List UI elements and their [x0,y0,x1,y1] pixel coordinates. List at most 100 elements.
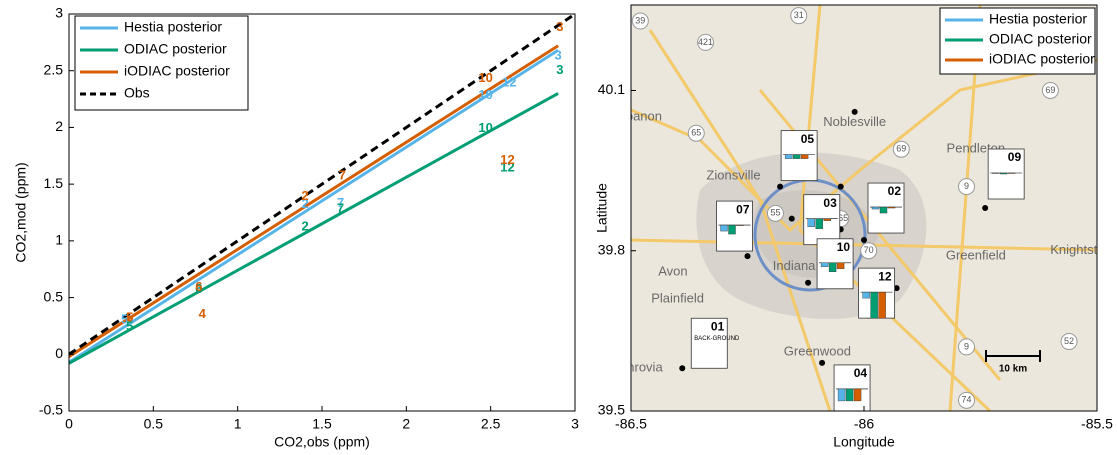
legend-label: Hestia posterior [989,11,1087,27]
station-id: 07 [736,202,750,216]
x-tick-label: -85.5 [1081,416,1113,432]
highway-label: 69 [896,144,906,154]
y-tick-label: 2.5 [44,61,64,77]
inset-bar [991,172,1000,174]
point-label: 3 [555,47,562,62]
highway-shield [631,12,649,30]
y-tick-label: 39.5 [598,402,625,418]
point-label: 10 [478,87,492,102]
highway-shield [860,242,878,260]
place-label: Zionsville [706,167,760,182]
station-dot [861,237,867,244]
inset-bar [837,388,846,402]
x-tick-label: 1 [234,416,242,432]
inset-bar [800,154,809,159]
station-id: 01 [711,319,725,333]
series-line [68,92,559,365]
y-axis-label: CO2,mod (ppm) [13,162,29,262]
inset-bar [878,291,886,319]
series-line [68,49,559,364]
point-label: 6 [195,281,202,296]
inset-bar [853,388,862,402]
station-id: 12 [878,269,892,283]
inset-bar [1007,172,1016,174]
station-id: 10 [837,240,851,254]
inset-bar [792,154,801,159]
highway-label: 465 [833,213,848,223]
inset-bar [815,218,823,229]
x-axis-label: CO2,obs (ppm) [274,434,370,450]
y-tick-label: 0 [55,345,63,361]
map-layer: 39 421 31 65 69 69 465 70 9 9 52 74 55 ebanon Noblesvi… [619,7,1097,411]
legend-label: Obs [124,85,150,101]
highway-shield [958,338,976,356]
point-label: 7 [337,195,344,210]
inset-bar [999,172,1008,175]
inset-bar [871,206,880,210]
highway-shield [687,124,705,142]
point-label: 6 [195,281,202,296]
site-dot [851,108,858,115]
inset-bar [720,224,728,232]
highway-shield [958,391,976,409]
station-id: 09 [1008,150,1022,164]
highway-label: 70 [864,245,874,255]
y-tick-label: 3 [55,5,63,21]
inset-bar [879,206,888,214]
inset-bar [728,224,736,235]
station-inset [690,317,728,369]
series-line [68,12,576,356]
y-tick-label: 40.1 [598,81,625,97]
legend-label: Hestia posterior [124,19,222,35]
station-dot [679,365,686,372]
station-id: 02 [888,184,902,198]
place-label: ebanon [619,109,662,124]
plot-frame [68,13,576,412]
station-id: 03 [823,196,837,210]
series-line [68,44,559,358]
point-label: 12 [502,75,516,90]
station-id: 05 [801,132,815,146]
place-label: Avon [658,264,687,279]
x-tick-label: 0.5 [144,416,164,432]
place-label: Greenfield [946,248,1006,263]
y-tick-label: 0.5 [44,288,64,304]
point-label: 2 [302,188,309,203]
highway-label: 55 [770,208,780,218]
highway-label: 65 [691,128,701,138]
highway-shield [1041,81,1059,99]
point-label: 7 [339,168,346,183]
inset-bar [807,218,815,227]
station-dot [788,215,795,222]
highway-label: 421 [698,37,713,47]
legend-label: iODIAC posterior [124,63,230,79]
station-note: BACK-GROUND [694,336,740,342]
point-label: 7 [337,201,344,216]
point-label: 2 [302,219,309,234]
point-label: 2 [302,196,309,211]
station-dot [744,253,751,260]
x-tick-label: 2.5 [481,416,501,432]
highway-label: 39 [635,15,645,25]
inset-bar [836,262,845,269]
inset-bar [870,291,878,319]
y-tick-label: 1 [55,232,63,248]
place-label: Plainfield [651,290,704,305]
station-dot [819,359,826,366]
point-label: 10 [478,70,492,85]
y-tick-label: 1.5 [44,175,64,191]
highway-label: 9 [964,341,969,351]
x-tick-label: -86 [854,416,874,432]
point-label: 6 [195,279,202,294]
y-tick-label: 39.8 [598,241,625,257]
inset-bar [828,262,837,272]
place-label: Noblesville [823,114,886,129]
x-tick-label: 3 [571,416,579,432]
point-label: 10 [478,120,492,135]
point-label: 4 [199,306,207,321]
highway-shield [1060,333,1078,351]
inset-bar [820,262,829,267]
point-label: 12 [500,152,514,167]
highway-shield [790,7,808,25]
